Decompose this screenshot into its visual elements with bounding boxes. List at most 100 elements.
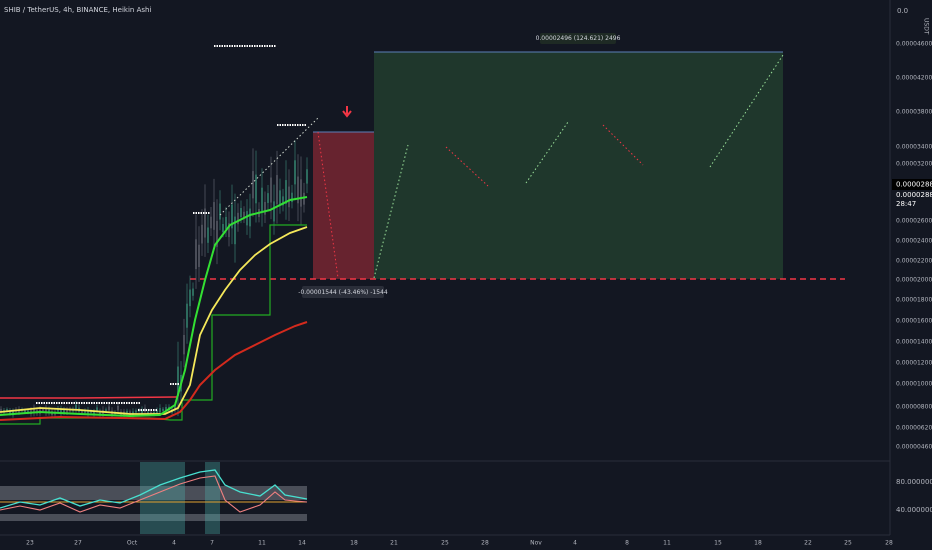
candle-body (189, 289, 191, 307)
candle-body (192, 288, 194, 296)
oscillator (0, 469, 308, 509)
time-tick: 25 (441, 540, 449, 547)
candle-body (228, 223, 230, 238)
current-price: 0.00002889 (896, 181, 932, 189)
candle-body (240, 208, 242, 218)
candle-body (141, 409, 143, 414)
candle-body (297, 176, 299, 204)
time-tick: 18 (350, 540, 358, 547)
candle-body (279, 190, 281, 205)
candle-body (210, 216, 212, 229)
time-tick: 27 (74, 540, 82, 547)
candle-body (213, 202, 215, 230)
candle-body (237, 212, 239, 225)
candle-body (198, 244, 200, 267)
candle-body (261, 187, 263, 212)
price-tick: 0.00000620 (896, 425, 932, 432)
candle-body (267, 193, 269, 203)
candle-body (75, 404, 77, 410)
time-tick: 28 (885, 540, 893, 547)
time-tick: 23 (26, 540, 34, 547)
candle-body (165, 407, 167, 411)
candle-body (219, 203, 221, 220)
candle-body (243, 211, 245, 219)
candle-body (0, 408, 2, 413)
time-tick: 22 (804, 540, 812, 547)
candle-body (270, 177, 272, 203)
candle-body (252, 171, 254, 199)
slow-ma (0, 321, 308, 421)
loss-zone (313, 132, 374, 279)
price-tick: 0.00001600 (896, 318, 932, 325)
candle-body (81, 410, 83, 413)
countdown: 28:47 (896, 200, 916, 208)
target-label: 0.00002496 (124.621) 2496 (536, 35, 621, 42)
candle-body (96, 407, 98, 411)
candle-body (249, 208, 251, 227)
time-tick: 28 (481, 540, 489, 547)
candle-body (195, 239, 197, 270)
candle-body (264, 201, 266, 215)
highlight-zone (205, 462, 220, 534)
fast-ma (0, 196, 308, 418)
candle-body (225, 216, 227, 229)
price-tick: 0.00002200 (896, 258, 932, 265)
time-tick: 15 (714, 540, 722, 547)
candle-body (63, 409, 65, 413)
candle-body (24, 410, 26, 413)
candle-body (246, 211, 248, 226)
candle-body (162, 408, 164, 411)
candle-body (255, 174, 257, 204)
price-tick: 0.00004200 (896, 75, 932, 82)
candle-body (150, 411, 152, 414)
candle-body (183, 334, 185, 355)
candle-body (231, 204, 233, 229)
candle-body (207, 227, 209, 243)
candle-body (66, 409, 68, 413)
candle-body (282, 196, 284, 206)
candle-body (291, 192, 293, 203)
indicator-tick: 40.00000000 (896, 506, 932, 514)
candle-body (144, 407, 146, 412)
candle-body (216, 220, 218, 247)
candle-body (99, 411, 101, 415)
price-tick: 0.00002600 (896, 218, 932, 225)
candle-body (45, 408, 47, 413)
mid-ma (0, 226, 308, 415)
candle-body (108, 406, 110, 411)
candle-body (57, 408, 59, 412)
price-tag-bg (892, 179, 932, 190)
time-tick: 14 (298, 540, 306, 547)
candle-body (156, 410, 158, 414)
time-tick: 11 (663, 540, 671, 547)
price-tick: 0.00001200 (896, 360, 932, 367)
candle-body (117, 405, 119, 411)
target-label-bg (540, 33, 616, 44)
profit-zone (374, 52, 783, 279)
price-tick: 0.00003800 (896, 109, 932, 116)
band-lower (0, 514, 307, 521)
time-tick: Oct (127, 540, 138, 547)
candle-body (174, 405, 176, 410)
current-price-2: 0.00002881 (896, 191, 932, 199)
candle-body (294, 160, 296, 185)
candle-body (147, 411, 149, 415)
oscillator-signal (0, 475, 308, 513)
currency: USDT (923, 18, 930, 35)
candle-body (159, 408, 161, 413)
time-tick: 4 (573, 540, 577, 547)
candle-body (90, 410, 92, 413)
sell-arrow (342, 106, 352, 118)
highlight-zone (140, 462, 185, 534)
candle-body (126, 410, 128, 414)
candle-body (300, 179, 302, 207)
stop-label-bg (302, 286, 384, 298)
time-tick: 25 (844, 540, 852, 547)
price-tick: 0.00004600 (896, 41, 932, 48)
candle-body (9, 410, 11, 414)
candle-body (306, 169, 308, 184)
candle-body (129, 411, 131, 414)
candle-body (105, 409, 107, 412)
candle-body (285, 180, 287, 204)
